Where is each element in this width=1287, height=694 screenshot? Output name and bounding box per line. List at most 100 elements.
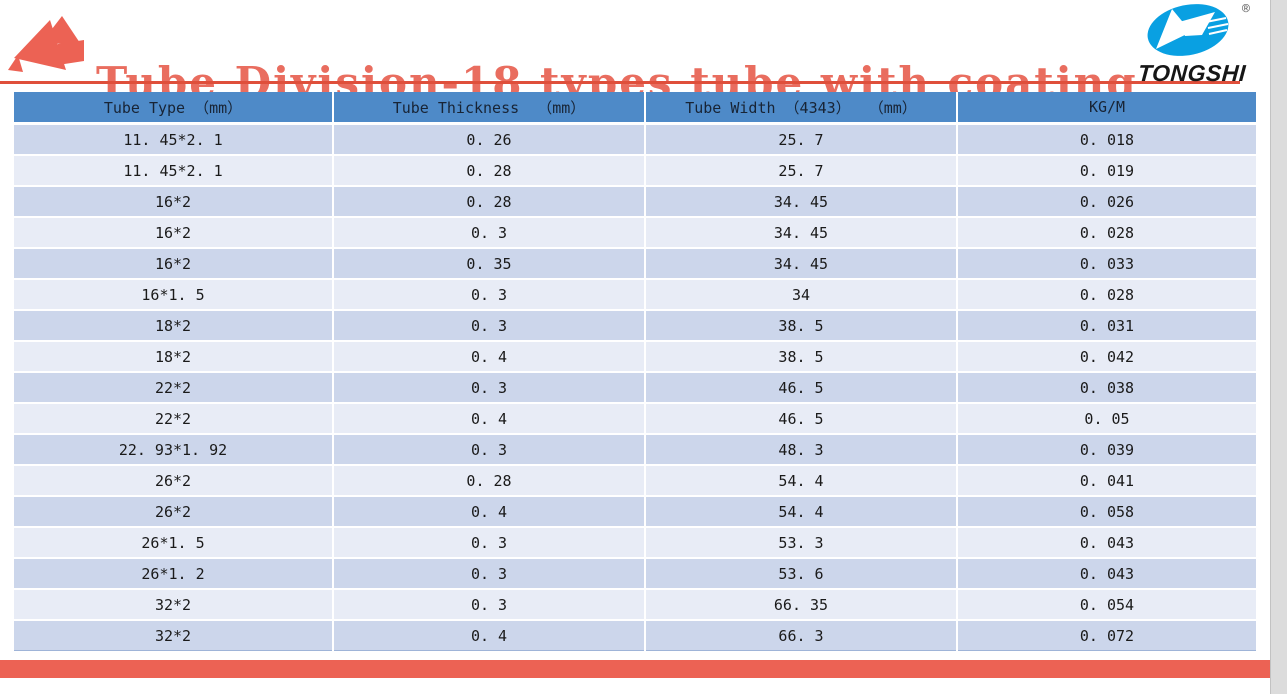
- table-cell: 0. 28: [333, 155, 646, 187]
- table-cell: 0. 4: [333, 403, 646, 435]
- table-row: 11. 45*2. 1 0. 28 25. 7 0. 019: [14, 155, 1256, 187]
- table-row: 16*2 0. 3 34. 45 0. 028: [14, 217, 1256, 249]
- brand-name: TONGSHI: [1137, 60, 1247, 86]
- table-row: 22*2 0. 3 46. 5 0. 038: [14, 372, 1256, 404]
- column-header-kg-per-m: KG/M: [957, 92, 1256, 125]
- table-cell: 0. 4: [333, 496, 646, 528]
- table-cell: 16*2: [14, 217, 334, 249]
- tongshi-logo: ® TONGSHI: [1122, 1, 1262, 86]
- red-triangles-logo-icon: [2, 8, 97, 92]
- table-cell: 66. 3: [645, 620, 958, 651]
- table-cell: 0. 026: [957, 186, 1256, 218]
- table-cell: 0. 3: [333, 310, 646, 342]
- table-cell: 0. 3: [333, 558, 646, 590]
- table-cell: 0. 058: [957, 496, 1256, 528]
- table-cell: 0. 4: [333, 620, 646, 651]
- table-cell: 0. 043: [957, 527, 1256, 559]
- registered-trademark-icon: ®: [1242, 2, 1250, 17]
- table-cell: 0. 35: [333, 248, 646, 280]
- table-cell: 46. 5: [645, 403, 958, 435]
- table-cell: 16*2: [14, 248, 334, 280]
- table-cell: 0. 3: [333, 217, 646, 249]
- table-row: 16*2 0. 35 34. 45 0. 033: [14, 248, 1256, 280]
- title-underline: [0, 81, 1240, 84]
- table-cell: 34. 45: [645, 217, 958, 249]
- table-row: 16*1. 5 0. 3 34 0. 028: [14, 279, 1256, 311]
- table-row: 11. 45*2. 1 0. 26 25. 7 0. 018: [14, 123, 1256, 156]
- table-cell: 54. 4: [645, 496, 958, 528]
- table-row: 22. 93*1. 92 0. 3 48. 3 0. 039: [14, 434, 1256, 466]
- table-row: 22*2 0. 4 46. 5 0. 05: [14, 403, 1256, 435]
- spec-table-body: 11. 45*2. 1 0. 26 25. 7 0. 018 11. 45*2. 1 0.…: [14, 123, 1256, 651]
- table-cell: 0. 26: [333, 123, 646, 156]
- table-cell: 38. 5: [645, 341, 958, 373]
- table-cell: 26*2: [14, 465, 334, 497]
- table-cell: 0. 054: [957, 589, 1256, 621]
- table-cell: 0. 072: [957, 620, 1256, 651]
- table-cell: 34. 45: [645, 248, 958, 280]
- table-cell: 0. 028: [957, 279, 1256, 311]
- table-cell: 0. 043: [957, 558, 1256, 590]
- table-cell: 26*1. 2: [14, 558, 334, 590]
- table-cell: 0. 4: [333, 341, 646, 373]
- table-cell: 0. 3: [333, 527, 646, 559]
- table-cell: 0. 019: [957, 155, 1256, 187]
- table-cell: 0. 028: [957, 217, 1256, 249]
- table-cell: 48. 3: [645, 434, 958, 466]
- bottom-accent-bar: [0, 660, 1271, 678]
- table-cell: 54. 4: [645, 465, 958, 497]
- table-cell: 0. 042: [957, 341, 1256, 373]
- table-row: 26*1. 5 0. 3 53. 3 0. 043: [14, 527, 1256, 559]
- tongshi-ellipse-arrow-icon: ®: [1147, 2, 1250, 56]
- table-cell: 22*2: [14, 403, 334, 435]
- table-cell: 18*2: [14, 310, 334, 342]
- table-cell: 38. 5: [645, 310, 958, 342]
- table-row: 18*2 0. 3 38. 5 0. 031: [14, 310, 1256, 342]
- table-row: 26*2 0. 28 54. 4 0. 041: [14, 465, 1256, 497]
- table-row: 16*2 0. 28 34. 45 0. 026: [14, 186, 1256, 218]
- table-cell: 0. 3: [333, 372, 646, 404]
- table-cell: 16*2: [14, 186, 334, 218]
- table-cell: 66. 35: [645, 589, 958, 621]
- table-cell: 53. 3: [645, 527, 958, 559]
- table-cell: 34. 45: [645, 186, 958, 218]
- table-cell: 0. 033: [957, 248, 1256, 280]
- table-cell: 34: [645, 279, 958, 311]
- table-row: 26*1. 2 0. 3 53. 6 0. 043: [14, 558, 1256, 590]
- table-cell: 11. 45*2. 1: [14, 155, 334, 187]
- table-cell: 22*2: [14, 372, 334, 404]
- table-row: 32*2 0. 4 66. 3 0. 072: [14, 620, 1256, 651]
- column-header-tube-thickness: Tube Thickness （mm）: [333, 92, 646, 125]
- column-header-tube-width: Tube Width （4343） （mm）: [645, 92, 958, 125]
- table-cell: 32*2: [14, 620, 334, 651]
- table-cell: 26*1. 5: [14, 527, 334, 559]
- page-edge-strip: [1270, 0, 1287, 694]
- table-cell: 0. 3: [333, 589, 646, 621]
- table-cell: 22. 93*1. 92: [14, 434, 334, 466]
- table-cell: 0. 28: [333, 186, 646, 218]
- table-cell: 0. 041: [957, 465, 1256, 497]
- table-cell: 11. 45*2. 1: [14, 123, 334, 156]
- table-row: 18*2 0. 4 38. 5 0. 042: [14, 341, 1256, 373]
- table-cell: 26*2: [14, 496, 334, 528]
- table-row: 32*2 0. 3 66. 35 0. 054: [14, 589, 1256, 621]
- table-cell: 18*2: [14, 341, 334, 373]
- spec-table: Tube Type （mm） Tube Thickness （mm） Tube …: [14, 92, 1256, 651]
- table-cell: 46. 5: [645, 372, 958, 404]
- table-cell: 25. 7: [645, 123, 958, 156]
- table-cell: 25. 7: [645, 155, 958, 187]
- table-cell: 0. 3: [333, 279, 646, 311]
- table-cell: 0. 3: [333, 434, 646, 466]
- table-cell: 53. 6: [645, 558, 958, 590]
- table-cell: 0. 039: [957, 434, 1256, 466]
- column-header-tube-type: Tube Type （mm）: [14, 92, 334, 125]
- table-cell: 0. 05: [957, 403, 1256, 435]
- table-row: 26*2 0. 4 54. 4 0. 058: [14, 496, 1256, 528]
- table-cell: 0. 28: [333, 465, 646, 497]
- table-cell: 16*1. 5: [14, 279, 334, 311]
- table-cell: 32*2: [14, 589, 334, 621]
- table-cell: 0. 031: [957, 310, 1256, 342]
- table-cell: 0. 018: [957, 123, 1256, 156]
- table-header-row: Tube Type （mm） Tube Thickness （mm） Tube …: [14, 92, 1256, 125]
